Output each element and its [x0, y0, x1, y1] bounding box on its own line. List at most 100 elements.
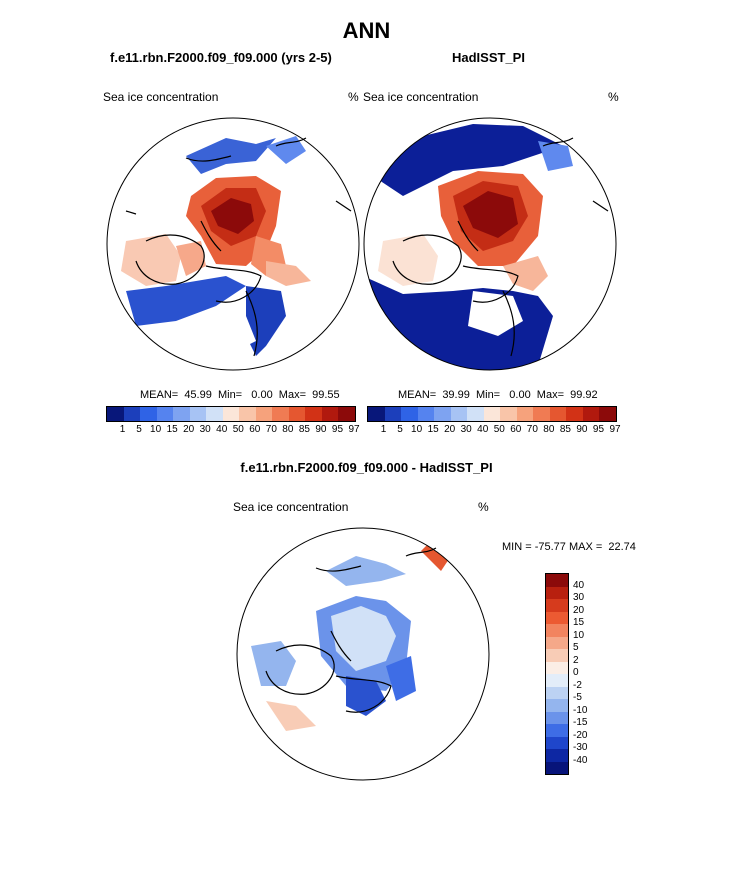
colorbar-swatch: [546, 649, 568, 662]
colorbar-tick-label: 20: [573, 604, 585, 616]
colorbar-swatch: [546, 599, 568, 612]
colorbar-tick-label: 60: [510, 424, 522, 435]
colorbar-swatch: [546, 711, 568, 724]
colorbar-swatch: [450, 407, 468, 421]
colorbar-tick-label: 5: [573, 642, 579, 653]
colorbar-swatch: [288, 407, 306, 421]
diff-variable-label: Sea ice concentration: [233, 500, 349, 514]
colorbar-tick-label: 80: [282, 424, 294, 435]
panel2-polar-map: [363, 117, 617, 371]
colorbar-swatch: [546, 574, 568, 587]
colorbar-tick-label: 20: [444, 424, 456, 435]
panel2-colorbar: [367, 406, 617, 422]
panel1-polar-map: [106, 117, 360, 371]
diff-colorbar-labels: 40 30 20 15 10 5 2 0 -2 -5 -10 -15 -20 -30 -40: [573, 573, 603, 773]
colorbar-swatch: [368, 407, 385, 421]
colorbar-tick-label: 97: [609, 424, 621, 435]
colorbar-swatch: [222, 407, 240, 421]
colorbar-tick-label: 90: [315, 424, 327, 435]
panel1-variable-label: Sea ice concentration: [103, 90, 219, 104]
colorbar-tick-label: 85: [298, 424, 310, 435]
colorbar-tick-label: 30: [460, 424, 472, 435]
colorbar-tick-label: 30: [199, 424, 211, 435]
panel2-stats: MEAN= 39.99 Min= 0.00 Max= 99.92: [398, 389, 598, 401]
colorbar-swatch: [546, 699, 568, 712]
colorbar-tick-label: 15: [166, 424, 178, 435]
colorbar-swatch: [156, 407, 174, 421]
colorbar-tick-label: 20: [183, 424, 195, 435]
colorbar-tick-label: 30: [573, 592, 585, 603]
panel1-colorbar: [106, 406, 356, 422]
colorbar-swatch: [483, 407, 501, 421]
panel2-variable-label: Sea ice concentration: [363, 90, 479, 104]
panel2-colorbar-labels: 1 5 10 15 20 30 40 50 60 70 80 85 90 95 97: [367, 424, 621, 438]
colorbar-swatch: [401, 407, 418, 421]
colorbar-tick-label: -5: [573, 692, 582, 703]
colorbar-swatch: [305, 407, 322, 421]
colorbar-swatch: [189, 407, 207, 421]
colorbar-tick-label: -10: [573, 704, 588, 716]
colorbar-tick-label: 40: [573, 579, 585, 591]
panel2-units-label: %: [608, 90, 619, 104]
colorbar-tick-label: -30: [573, 742, 588, 753]
colorbar-tick-label: 70: [265, 424, 277, 435]
colorbar-swatch: [140, 407, 157, 421]
colorbar-swatch: [107, 407, 124, 421]
page-title: ANN: [342, 18, 391, 43]
colorbar-tick-label: 2: [573, 654, 579, 666]
colorbar-tick-label: 95: [331, 424, 344, 435]
colorbar-tick-label: -20: [573, 729, 588, 741]
colorbar-swatch: [255, 407, 273, 421]
colorbar-tick-label: 15: [573, 617, 585, 628]
colorbar-tick-label: 70: [526, 424, 538, 435]
colorbar-swatch: [123, 407, 141, 421]
colorbar-swatch: [599, 407, 616, 421]
colorbar-swatch: [206, 407, 223, 421]
colorbar-swatch: [417, 407, 435, 421]
diff-stats: MIN = -75.77 MAX = 22.74: [502, 541, 636, 553]
colorbar-swatch: [546, 736, 568, 749]
colorbar-swatch: [546, 724, 568, 737]
colorbar-tick-label: 1: [380, 424, 387, 435]
diff-polar-map: [236, 527, 490, 781]
colorbar-tick-label: 10: [150, 424, 162, 435]
colorbar-swatch: [549, 407, 567, 421]
colorbar-tick-label: 0: [573, 667, 579, 678]
colorbar-tick-label: 5: [136, 424, 142, 435]
colorbar-tick-label: 5: [397, 424, 403, 435]
panel1-colorbar-labels: 1 5 10 15 20 30 40 50 60 70 80 85 90 95 97: [106, 424, 360, 438]
colorbar-swatch: [338, 407, 355, 421]
colorbar-swatch: [434, 407, 451, 421]
colorbar-swatch: [566, 407, 583, 421]
colorbar-swatch: [546, 636, 568, 649]
colorbar-swatch: [173, 407, 190, 421]
colorbar-swatch: [500, 407, 517, 421]
colorbar-swatch: [546, 586, 568, 599]
colorbar-swatch: [239, 407, 256, 421]
colorbar-swatch: [533, 407, 550, 421]
colorbar-swatch: [546, 749, 568, 762]
colorbar-tick-label: 97: [348, 424, 360, 435]
colorbar-swatch: [321, 407, 339, 421]
colorbar-swatch: [467, 407, 484, 421]
colorbar-tick-label: 90: [576, 424, 588, 435]
colorbar-swatch: [384, 407, 402, 421]
diff-colorbar: [545, 573, 569, 775]
diff-title: f.e11.rbn.F2000.f09_f09.000 - HadISST_PI: [240, 460, 493, 475]
colorbar-tick-label: 15: [427, 424, 439, 435]
colorbar-tick-label: 1: [119, 424, 126, 435]
colorbar-tick-label: 40: [216, 424, 228, 435]
colorbar-swatch: [516, 407, 534, 421]
colorbar-tick-label: 85: [559, 424, 571, 435]
diff-units-label: %: [478, 500, 489, 514]
colorbar-tick-label: 50: [493, 424, 505, 435]
colorbar-tick-label: -40: [573, 754, 588, 766]
colorbar-swatch: [272, 407, 289, 421]
panel1-stats: MEAN= 45.99 Min= 0.00 Max= 99.55: [140, 389, 340, 401]
colorbar-tick-label: -15: [573, 717, 588, 728]
colorbar-tick-label: 95: [592, 424, 605, 435]
colorbar-swatch: [546, 674, 568, 687]
panel1-case-name: f.e11.rbn.F2000.f09_f09.000 (yrs 2-5): [110, 50, 332, 65]
colorbar-tick-label: 10: [411, 424, 423, 435]
colorbar-tick-label: 60: [249, 424, 261, 435]
